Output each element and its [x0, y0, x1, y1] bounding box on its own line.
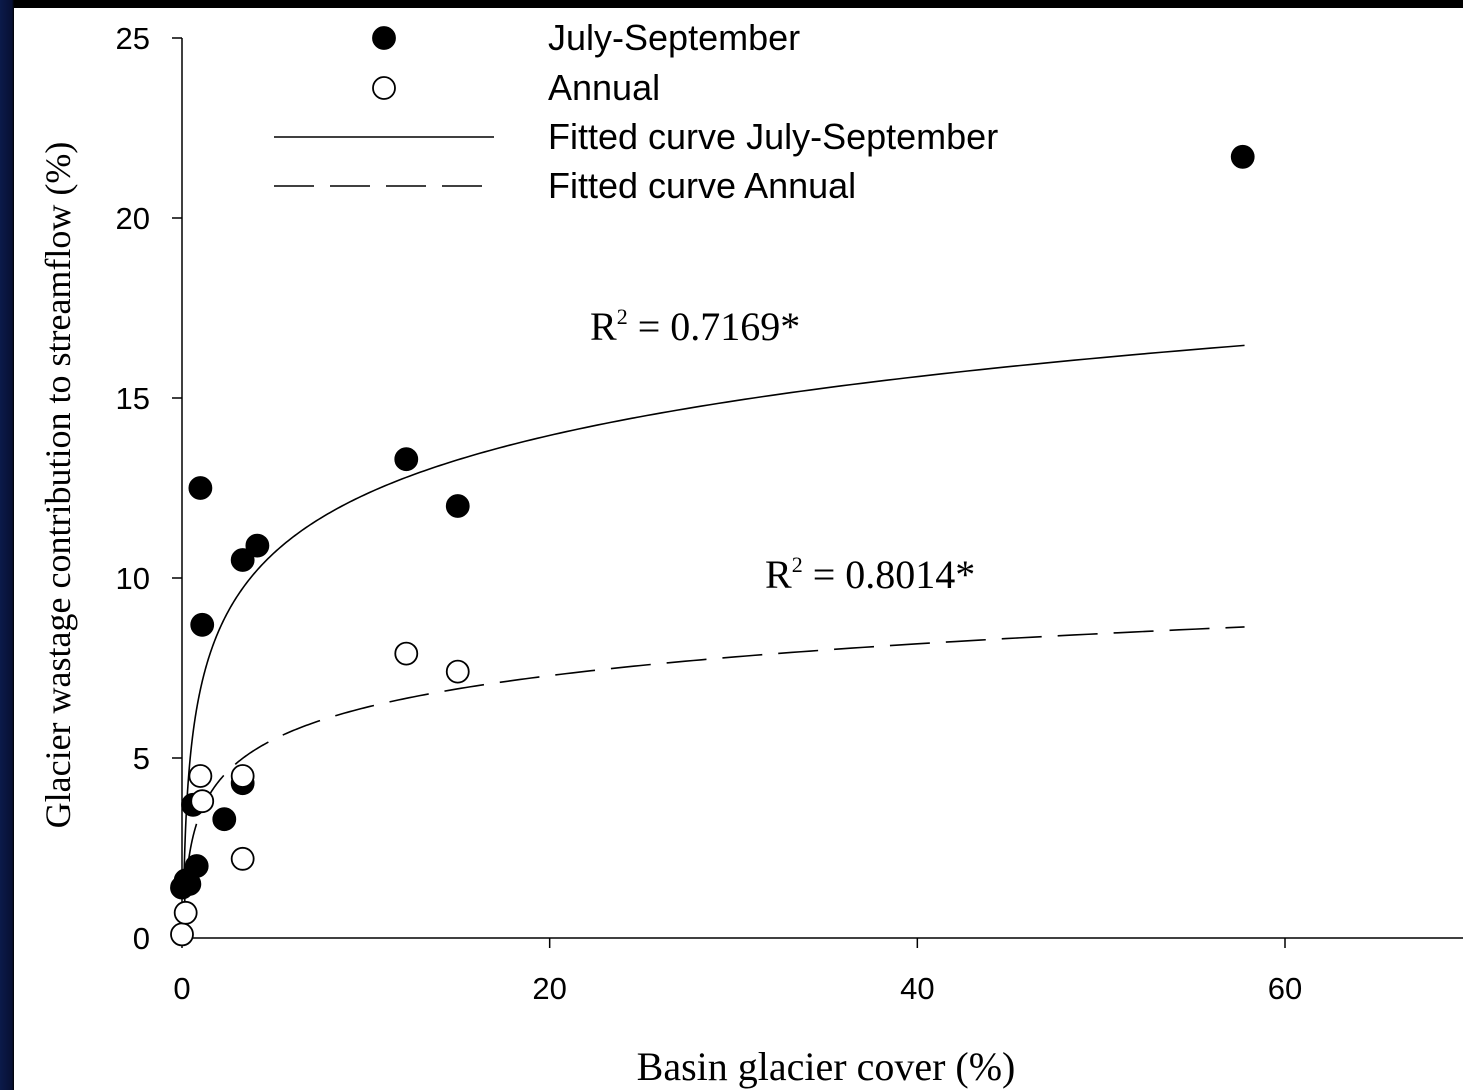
- y-axis-label: Glacier wastage contribution to streamfl…: [38, 142, 78, 829]
- legend-label: Annual: [548, 67, 660, 108]
- y-tick-label: 20: [116, 201, 150, 236]
- legend-marker: [372, 76, 396, 100]
- r-value: = 0.7169*: [628, 304, 801, 349]
- r-superscript: 2: [792, 552, 803, 577]
- data-point-july-september: [230, 548, 255, 572]
- data-point-july-september: [445, 494, 470, 518]
- y-tick-label: 25: [116, 21, 150, 56]
- r-symbol: R: [765, 552, 792, 597]
- x-tick-label: 0: [173, 971, 190, 1006]
- data-point-annual: [445, 659, 470, 684]
- r-symbol: R: [590, 304, 617, 349]
- r-squared-annotation: R2 = 0.8014*: [765, 552, 975, 597]
- r-squared-annotation: R2 = 0.7169*: [590, 304, 800, 349]
- data-point-annual: [190, 789, 215, 814]
- data-point-annual: [230, 846, 255, 871]
- y-tick-label: 10: [116, 561, 150, 596]
- x-tick-label: 20: [532, 971, 566, 1006]
- x-axis-label: Basin glacier cover (%): [637, 1044, 1016, 1089]
- legend-label: Fitted curve Annual: [548, 165, 856, 206]
- r-value: = 0.8014*: [803, 552, 976, 597]
- legend-marker: [372, 26, 396, 50]
- data-point-july-september: [188, 476, 213, 500]
- y-tick-label: 0: [133, 921, 150, 956]
- data-point-july-september: [245, 533, 270, 558]
- data-point-july-september: [190, 612, 215, 637]
- y-tick-label: 5: [133, 741, 150, 776]
- r-superscript: 2: [617, 304, 628, 329]
- data-point-annual: [394, 641, 419, 666]
- legend-label: Fitted curve July-September: [548, 116, 998, 157]
- x-tick-label: 40: [900, 971, 934, 1006]
- data-point-annual: [188, 764, 213, 788]
- y-tick-label: 15: [116, 381, 150, 416]
- data-point-july-september: [1230, 144, 1255, 169]
- x-tick-label: 60: [1268, 971, 1302, 1006]
- data-point-annual: [173, 900, 198, 925]
- data-point-july-september: [212, 807, 237, 832]
- data-point-july-september: [184, 854, 209, 878]
- data-point-annual: [170, 922, 194, 947]
- data-point-annual: [230, 764, 255, 788]
- legend-label: July-September: [548, 17, 800, 58]
- data-point-july-september: [394, 447, 419, 472]
